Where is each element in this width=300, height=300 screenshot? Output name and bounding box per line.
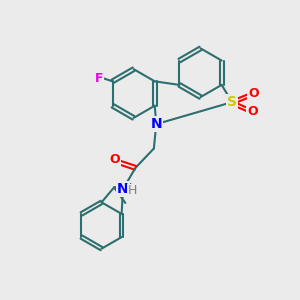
Text: N: N <box>117 182 129 196</box>
Text: N: N <box>150 117 162 131</box>
Text: O: O <box>247 105 258 118</box>
Text: O: O <box>109 153 120 166</box>
Text: H: H <box>128 184 137 197</box>
Text: F: F <box>95 72 103 85</box>
Text: S: S <box>227 95 237 109</box>
Text: O: O <box>248 87 259 100</box>
